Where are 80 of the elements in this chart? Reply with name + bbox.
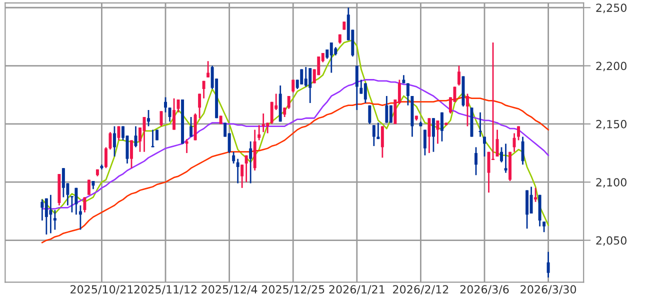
candlestick [249, 140, 252, 184]
candlestick [483, 136, 486, 158]
candlestick [500, 146, 503, 164]
candlestick [117, 126, 120, 141]
candlestick [406, 82, 410, 106]
candlestick [308, 67, 312, 104]
y-tick-label: 2,050 [596, 236, 626, 246]
candlestick [364, 82, 367, 104]
candlestick [176, 98, 180, 114]
candlestick [168, 106, 172, 122]
candlestick [287, 95, 290, 110]
x-tick-label: 2025/12/25 [262, 285, 324, 294]
candlestick [504, 143, 508, 174]
candlestick [428, 117, 431, 154]
candlestick [232, 151, 236, 164]
candlestick [112, 126, 116, 158]
candlestick [202, 80, 206, 100]
candlestick [172, 98, 176, 130]
candlestick [440, 112, 444, 142]
candlestick [164, 96, 168, 114]
candlestick [330, 42, 333, 74]
candlestick [62, 167, 65, 198]
candlestick [385, 95, 388, 124]
y-tick-label: 2,200 [596, 62, 626, 72]
candlestick [130, 140, 133, 169]
x-tick-label: 2026/2/12 [393, 285, 448, 294]
candlestick [380, 126, 384, 158]
candlestick [457, 65, 460, 86]
candlestick [190, 116, 193, 138]
candlestick [40, 198, 44, 222]
candlestick [530, 186, 533, 214]
y-tick-label: 2,250 [596, 4, 626, 14]
candlestick [389, 104, 392, 124]
candlestick [78, 204, 82, 230]
x-tick-label: 2025/11/12 [134, 285, 196, 294]
candlestick [160, 110, 163, 127]
x-tick-label: 2025/10/21 [70, 285, 133, 294]
candlestick [87, 179, 90, 196]
candlestick [270, 101, 274, 125]
candlestick [517, 126, 520, 141]
x-tick-label: 2025/12/4 [202, 285, 258, 294]
x-tick-label: 2026/3/6 [460, 285, 509, 294]
candlestick [74, 187, 78, 216]
line-series [41, 40, 549, 226]
candlestick [300, 68, 304, 86]
candlestick [44, 198, 48, 236]
candlestick [236, 158, 240, 184]
candlestick [466, 93, 469, 127]
candlestick [49, 194, 52, 234]
candlestick [244, 154, 248, 183]
candlestick [521, 136, 524, 166]
candlestick [376, 122, 380, 140]
candlestick [292, 79, 295, 94]
candlestick [147, 109, 150, 127]
candlestick [372, 124, 376, 147]
candlestick [512, 132, 516, 153]
candlestick [262, 112, 265, 133]
y-tick-label: 2,150 [596, 120, 626, 130]
candlestick [423, 129, 426, 156]
candlestick [240, 164, 244, 189]
candlestick [474, 146, 478, 176]
candlestick [83, 196, 86, 214]
candlestick [534, 187, 538, 203]
candlestick [108, 131, 112, 150]
candlestick [206, 60, 210, 78]
x-tick-label: 2026/3/30 [520, 285, 576, 294]
candlestick [546, 251, 550, 278]
candlestick [104, 146, 108, 169]
candlestick [432, 117, 435, 153]
candlestick [436, 120, 440, 144]
candlestick [258, 124, 261, 141]
candlestick [542, 220, 546, 233]
candlestick [53, 209, 56, 230]
candlestick [283, 106, 286, 118]
candlestick [304, 66, 308, 88]
candlestick [198, 93, 202, 119]
candlestick [355, 65, 358, 111]
x-tick-label: 2026/1/21 [329, 285, 384, 294]
candlestick [368, 104, 372, 125]
y-tick-label: 2,100 [596, 178, 626, 188]
